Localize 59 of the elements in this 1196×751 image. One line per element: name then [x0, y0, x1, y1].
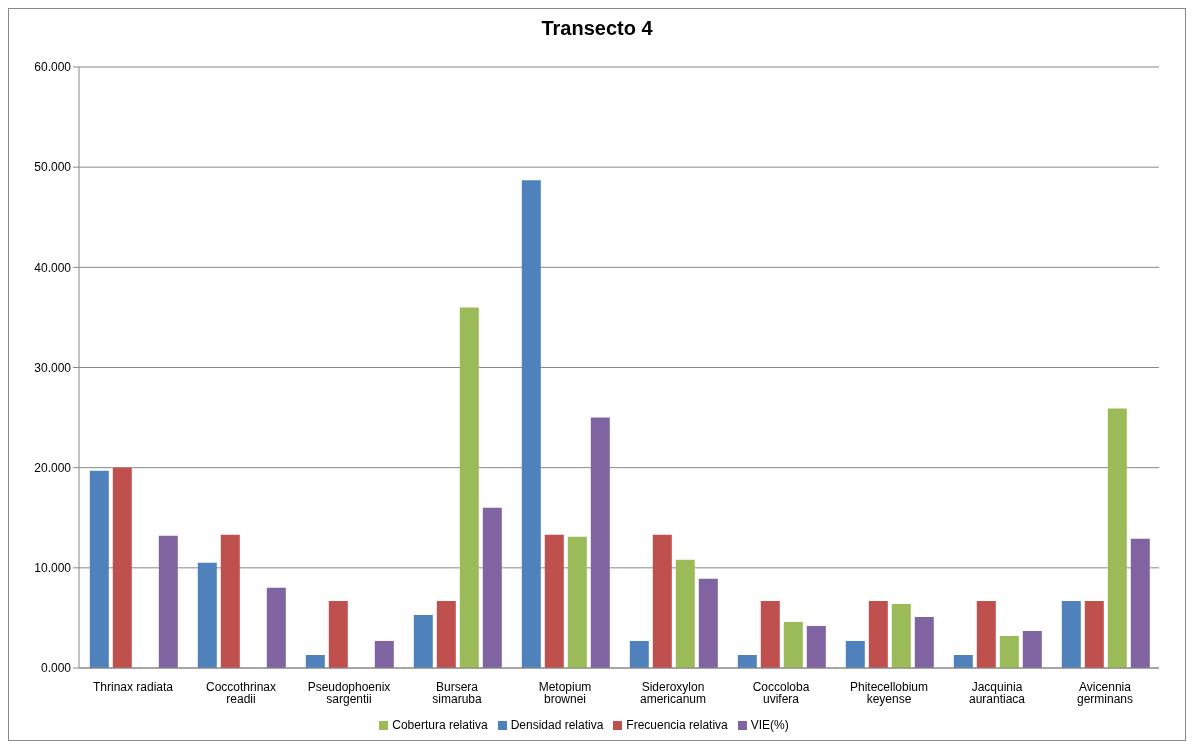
- bar: [266, 587, 286, 668]
- x-tick-label: Coccoloba uvifera: [752, 679, 810, 706]
- bar: [760, 600, 780, 668]
- bar: [891, 603, 911, 668]
- bar: [1022, 630, 1042, 668]
- bar: [521, 180, 541, 668]
- bar: [328, 600, 348, 668]
- x-tick-label: Metopium brownei: [538, 679, 592, 706]
- y-tick-label: 20.000: [34, 460, 72, 475]
- y-tick-label: 10.000: [34, 561, 72, 576]
- bar: [845, 640, 865, 668]
- bar: [953, 654, 973, 668]
- bar: [220, 534, 240, 668]
- bar: [374, 640, 394, 668]
- bar: [629, 640, 649, 668]
- bar: [1107, 408, 1127, 668]
- bar: [413, 614, 433, 668]
- legend-label: Frecuencia relativa: [626, 718, 728, 732]
- bar: [436, 600, 456, 668]
- y-tick-label: 40.000: [34, 260, 72, 275]
- x-tick-label: Avicennia germinans: [1076, 679, 1134, 706]
- bar: [914, 616, 934, 668]
- bar: [698, 578, 718, 668]
- bar: [567, 536, 587, 668]
- x-tick-label: Sideroxylon americanum: [639, 679, 707, 706]
- bar: [806, 625, 826, 668]
- bar: [89, 470, 109, 668]
- bar: [544, 534, 564, 668]
- bar: [868, 600, 888, 668]
- x-tick-label: Pseudophoenix sargentii: [307, 679, 391, 706]
- legend-label: Cobertura relativa: [392, 718, 488, 732]
- bar: [652, 534, 672, 668]
- bar: [459, 307, 479, 668]
- y-tick-label: 50.000: [34, 160, 72, 175]
- bar: [158, 535, 178, 668]
- chart-title: Transecto 4: [540, 16, 654, 41]
- bar: [197, 562, 217, 668]
- bar: [482, 507, 502, 668]
- x-tick-label: Coccothrinax readii: [205, 679, 277, 706]
- x-tick-label: Jacquinia aurantiaca: [968, 679, 1026, 706]
- bar: [590, 417, 610, 668]
- bar: [675, 559, 695, 668]
- legend-label: Densidad relativa: [510, 718, 604, 732]
- bar: [976, 600, 996, 668]
- bar: [1084, 600, 1104, 668]
- bar: [999, 635, 1019, 668]
- x-tick-label: Bursera simaruba: [432, 679, 482, 706]
- x-tick-label: Thrinax radiata: [92, 679, 174, 694]
- y-tick-label: 30.000: [34, 360, 72, 375]
- bar: [1130, 538, 1150, 668]
- x-tick-label: Phitecellobium keyense: [849, 679, 929, 706]
- bar: [305, 654, 325, 668]
- y-tick-label: 0.000: [40, 661, 72, 676]
- bar: [112, 467, 132, 668]
- legend-label: VIE(%): [750, 718, 789, 732]
- y-tick-label: 60.000: [34, 60, 72, 75]
- bar: [1061, 600, 1081, 668]
- bar: [737, 654, 757, 668]
- bar: [783, 621, 803, 668]
